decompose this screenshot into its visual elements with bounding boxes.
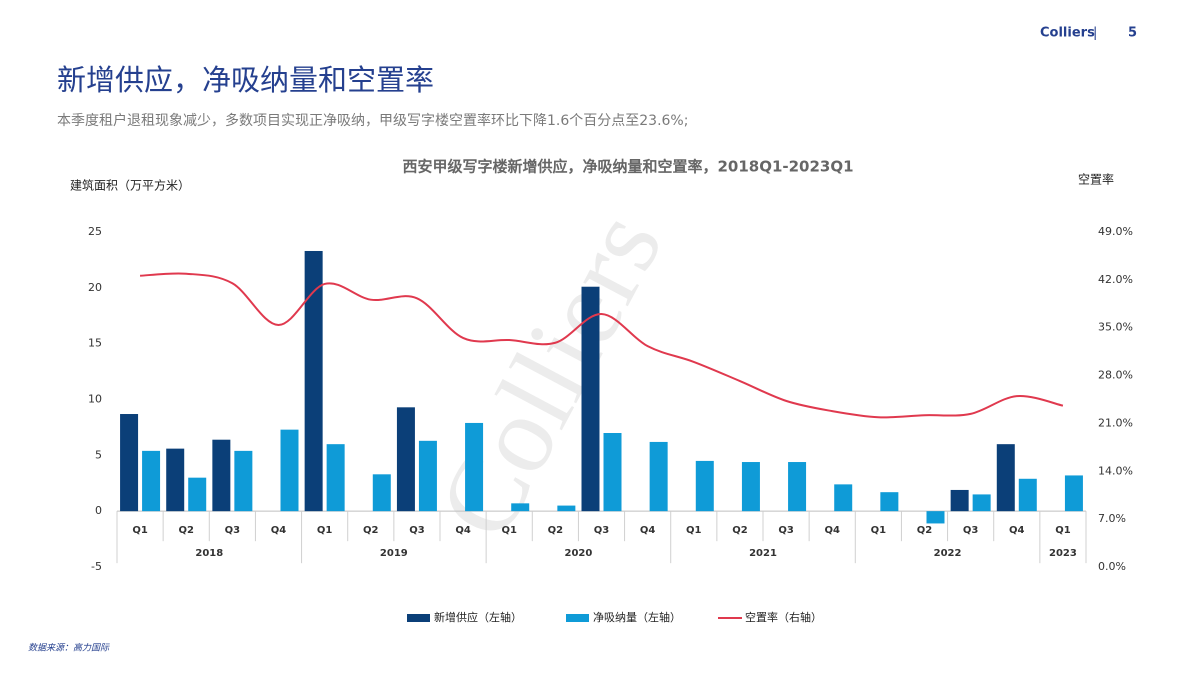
bar [280, 429, 299, 512]
y2-tick-label: 14.0% [1098, 464, 1133, 477]
x-tick-label: Q1 [501, 525, 517, 536]
x-tick-label: Q4 [824, 525, 840, 536]
bar [234, 450, 253, 512]
bar [511, 503, 530, 512]
bar [418, 440, 437, 512]
x-group-label: 2019 [380, 548, 408, 559]
line [140, 272, 1064, 419]
y2-tick-label: 28.0% [1098, 369, 1133, 382]
bar [950, 489, 969, 512]
bar [972, 494, 991, 512]
bar [396, 407, 415, 512]
x-group-label: 2022 [934, 548, 962, 559]
bar [996, 444, 1015, 512]
bar [788, 462, 807, 512]
x-tick-label: Q3 [778, 525, 794, 536]
x-tick-label: Q1 [317, 525, 333, 536]
bar [581, 286, 600, 512]
slide-title: 新增供应，净吸纳量和空置率 [57, 63, 434, 97]
bar [649, 441, 668, 512]
bar [1064, 475, 1083, 512]
y-tick-label: 0 [95, 504, 102, 517]
bar [695, 460, 714, 512]
x-tick-label: Q4 [455, 525, 471, 536]
bar [926, 511, 945, 524]
x-tick-label: Q1 [686, 525, 702, 536]
y2-tick-label: 35.0% [1098, 321, 1133, 334]
bar [142, 450, 161, 512]
x-tick-label: Q2 [548, 525, 564, 536]
subtitle: 本季度租户退租现象减少，多数项目实现正净吸纳，甲级写字楼空置率环比下降1.6个百… [57, 112, 688, 129]
x-tick-label: Q1 [132, 525, 148, 536]
y2-tick-label: 42.0% [1098, 273, 1133, 286]
x-group-label: 2020 [565, 548, 593, 559]
x-tick-label: Q1 [871, 525, 887, 536]
bar [880, 492, 899, 512]
x-tick-label: Q3 [963, 525, 979, 536]
x-tick-label: Q2 [178, 525, 194, 536]
separator: | [1093, 26, 1097, 41]
x-tick-label: Q3 [409, 525, 425, 536]
y2-tick-label: 0.0% [1098, 560, 1126, 573]
x-tick-label: Q2 [363, 525, 379, 536]
legend-swatch [407, 614, 430, 622]
bar [120, 414, 139, 512]
bar [372, 474, 391, 512]
bar [304, 250, 323, 512]
y-tick-label: 20 [88, 281, 102, 294]
y2-tick-label: 49.0% [1098, 225, 1133, 238]
legend-label: 新增供应（左轴） [434, 610, 522, 624]
bar [557, 505, 576, 512]
y-tick-label: 5 [95, 448, 102, 461]
x-tick-label: Q2 [732, 525, 748, 536]
x-tick-label: Q3 [225, 525, 241, 536]
legend-label: 净吸纳量（左轴） [593, 610, 681, 624]
source: 数据来源：高力国际 [28, 643, 110, 654]
x-tick-label: Q1 [1055, 525, 1071, 536]
bar [465, 422, 484, 512]
chart-title: 西安甲级写字楼新增供应，净吸纳量和空置率，2018Q1-2023Q1 [402, 158, 853, 176]
x-tick-label: Q4 [640, 525, 656, 536]
x-tick-label: Q3 [594, 525, 610, 536]
y-tick-label: 25 [88, 225, 102, 238]
x-group-label: 2021 [749, 548, 777, 559]
y-tick-label: 10 [88, 393, 102, 406]
x-tick-label: Q4 [1009, 525, 1025, 536]
x-tick-label: Q4 [271, 525, 287, 536]
bar [603, 433, 622, 512]
y2-axis-label: 空置率 [1078, 172, 1114, 187]
watermark: Colliers [414, 192, 685, 557]
bar [188, 477, 207, 512]
legend-label: 空置率（右轴） [745, 610, 822, 624]
y2-tick-label: 21.0% [1098, 416, 1133, 429]
bar [1018, 478, 1037, 512]
x-group-label: 2018 [195, 548, 223, 559]
legend-swatch [566, 614, 589, 622]
y-tick-label: -5 [91, 560, 102, 573]
bar [212, 439, 231, 512]
page-number: 5 [1128, 26, 1137, 41]
bar [166, 448, 185, 512]
y-tick-label: 15 [88, 337, 102, 350]
y2-tick-label: 7.0% [1098, 512, 1126, 525]
x-tick-label: Q2 [917, 525, 933, 536]
y-axis-label: 建筑面积（万平方米） [70, 178, 190, 193]
bar [326, 444, 345, 512]
bar [741, 462, 760, 512]
x-group-label: 2023 [1049, 548, 1077, 559]
brand: Colliers [1040, 26, 1095, 41]
bar [834, 484, 853, 512]
